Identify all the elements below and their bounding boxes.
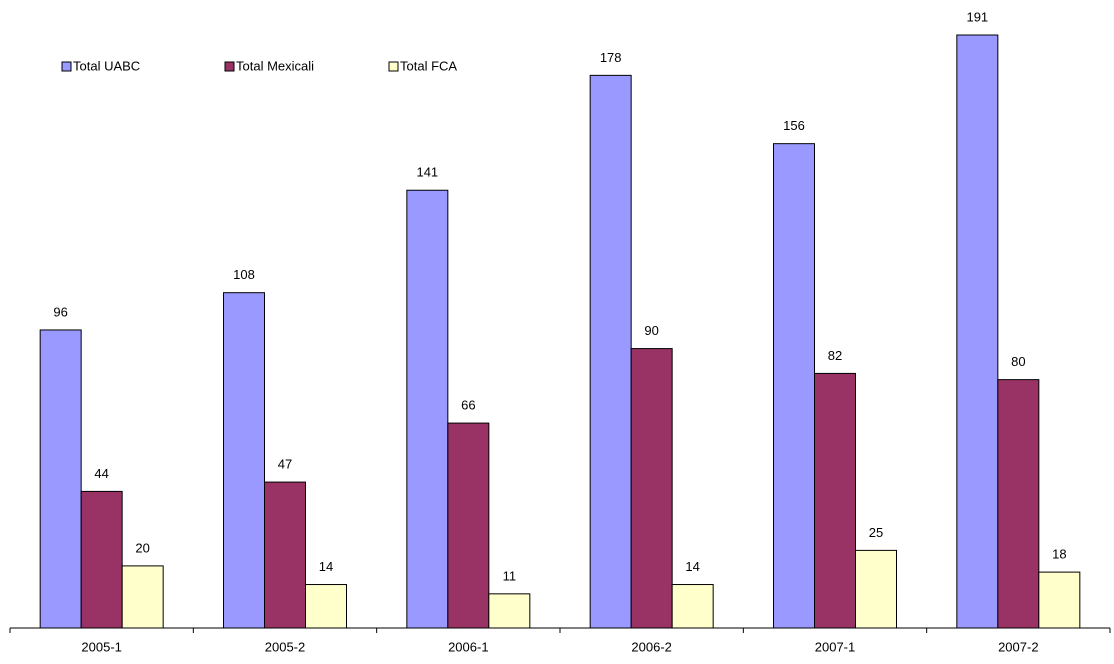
bar — [447, 422, 490, 629]
data-label: 66 — [461, 398, 475, 413]
data-label: 20 — [135, 540, 149, 555]
data-label: 90 — [644, 323, 658, 338]
bar — [589, 74, 632, 629]
bar — [264, 481, 306, 629]
bar — [121, 565, 164, 629]
bar — [956, 34, 999, 629]
bar — [855, 549, 897, 629]
data-label: 80 — [1011, 354, 1025, 369]
data-label: 14 — [685, 559, 699, 574]
bar — [488, 593, 531, 629]
data-label: 11 — [503, 568, 517, 583]
bar — [406, 189, 449, 629]
x-tick-label: 2007-2 — [998, 639, 1038, 654]
legend-label: Total Mexicali — [236, 58, 314, 73]
data-label: 18 — [1052, 547, 1066, 562]
x-tick-label: 2006-2 — [631, 639, 671, 654]
bar — [305, 584, 347, 629]
bar — [671, 584, 714, 629]
bar — [1038, 571, 1081, 629]
bar — [39, 329, 82, 629]
data-label: 82 — [828, 348, 842, 363]
legend-swatch — [388, 61, 399, 72]
data-label: 14 — [319, 559, 333, 574]
legend-label: Total FCA — [400, 58, 457, 73]
data-label: 178 — [600, 50, 622, 65]
legend-swatch — [61, 61, 72, 72]
data-label: 25 — [869, 525, 883, 540]
bar — [630, 348, 673, 629]
data-label: 96 — [53, 304, 67, 319]
x-tick-label: 2005-1 — [81, 639, 121, 654]
bar — [997, 379, 1040, 629]
bar — [814, 372, 856, 629]
legend-swatch — [224, 61, 235, 72]
x-tick-label: 2007-1 — [815, 639, 855, 654]
data-label: 191 — [966, 9, 988, 24]
bar — [80, 490, 123, 629]
x-tick-label: 2005-2 — [265, 639, 305, 654]
data-label: 141 — [416, 165, 438, 180]
legend-label: Total UABC — [73, 58, 140, 73]
bar — [773, 143, 815, 629]
data-label: 47 — [278, 457, 292, 472]
data-label: 44 — [94, 466, 108, 481]
bar — [223, 292, 265, 629]
x-tick-label: 2006-1 — [448, 639, 488, 654]
data-label: 156 — [783, 118, 805, 133]
data-label: 108 — [233, 267, 255, 282]
